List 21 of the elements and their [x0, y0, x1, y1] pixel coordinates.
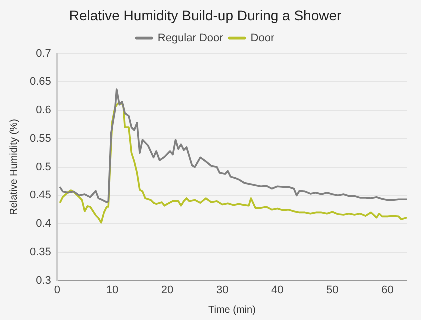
y-tick-label: 0.45 [30, 190, 52, 202]
x-tick-label: 10 [106, 284, 119, 296]
x-tick-label: 60 [382, 284, 394, 296]
y-tick-label: 0.5 [36, 161, 52, 174]
x-tick-label: 20 [161, 284, 174, 296]
y-tick-label: 0.55 [30, 132, 52, 145]
x-tick-label: 50 [326, 284, 339, 296]
y-tick-label: 0.35 [30, 246, 52, 258]
y-tick-label: 0.7 [36, 48, 52, 60]
x-axis-title: Time (min) [208, 304, 256, 316]
legend-label: Regular Door [158, 32, 224, 44]
y-axis-title: Relative Humidity (%) [8, 119, 20, 216]
x-tick-label: 0 [54, 284, 60, 296]
legend-label: Door [250, 32, 275, 44]
y-tick-label: 0.65 [30, 76, 52, 88]
y-tick-label: 0.3 [36, 274, 52, 287]
x-tick-label: 40 [272, 284, 284, 296]
x-tick-label: 30 [216, 284, 229, 296]
chart-title: Relative Humidity Build-up During a Shower [69, 7, 342, 24]
y-tick-label: 0.6 [36, 104, 52, 117]
y-tick-label: 0.4 [36, 218, 52, 230]
